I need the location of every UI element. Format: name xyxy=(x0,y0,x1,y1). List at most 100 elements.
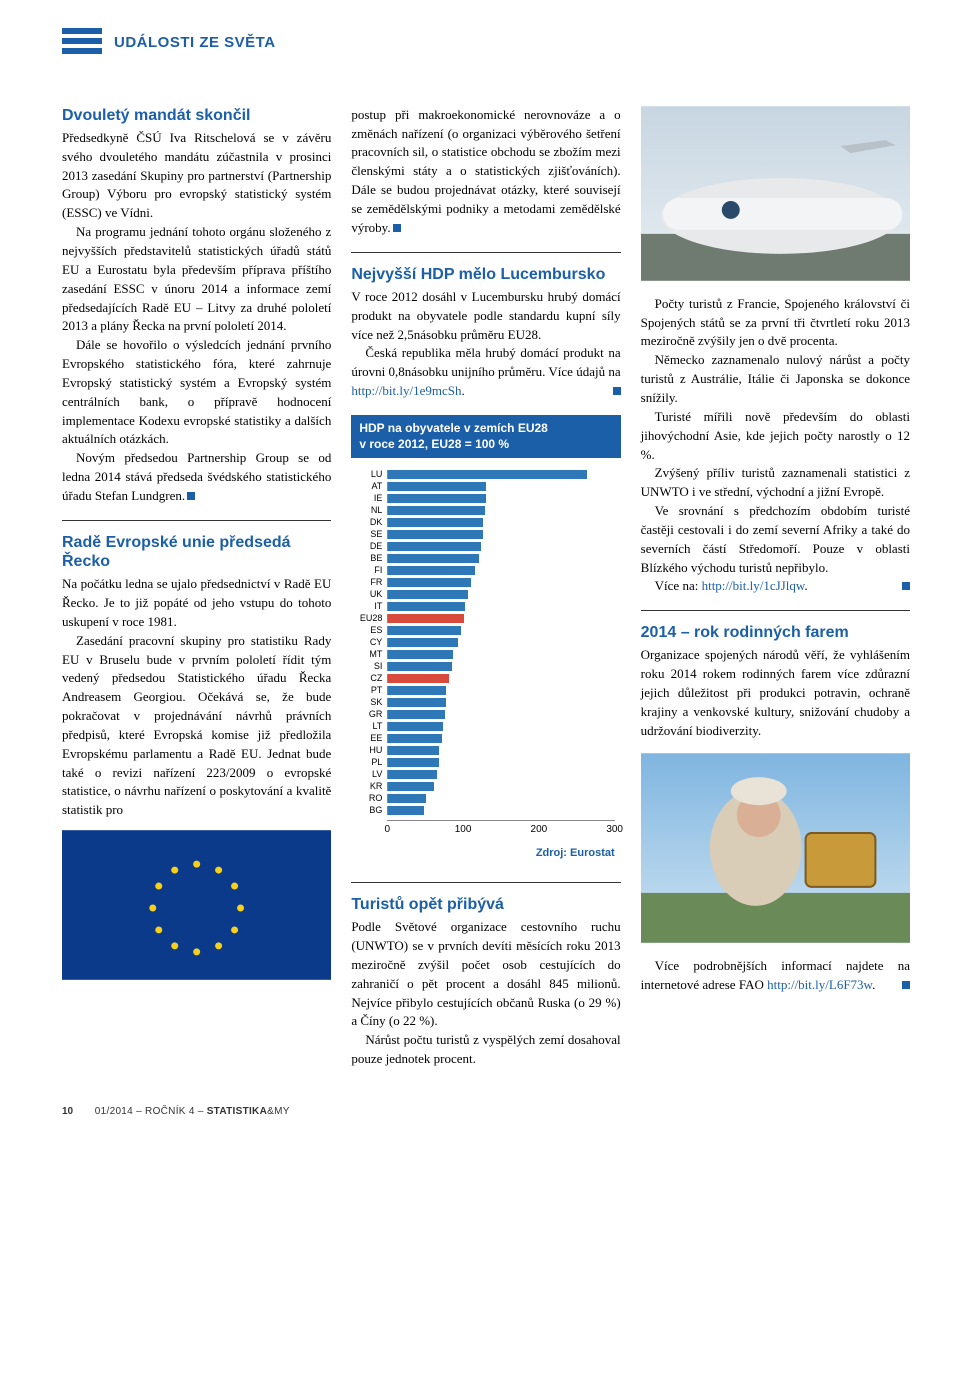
chart-tick-label: 0 xyxy=(385,823,391,838)
chart-bar xyxy=(388,638,457,647)
chart-bar-track xyxy=(387,758,614,767)
airport-image xyxy=(641,106,910,281)
article-body: V roce 2012 dosáhl v Lucembursku hrubý d… xyxy=(351,288,620,401)
chart-row: BG xyxy=(357,804,614,816)
chart-bar xyxy=(388,626,460,635)
chart-row: UK xyxy=(357,588,614,600)
article-body: Na počátku ledna se ujalo předsednictví … xyxy=(62,575,331,820)
chart-bar-track xyxy=(387,482,614,491)
chart-bar xyxy=(388,566,475,575)
chart-bar xyxy=(388,686,445,695)
chart-tick-label: 300 xyxy=(606,823,623,838)
chart-bar xyxy=(388,614,463,623)
chart-bar xyxy=(388,782,434,791)
chart-bar-track xyxy=(387,602,614,611)
chart-bar xyxy=(388,806,423,815)
chart-bar xyxy=(388,542,481,551)
article-text: . xyxy=(804,578,807,593)
article-text: Německo zaznamenalo nulový nárůst a počt… xyxy=(641,352,910,405)
article-body: Organizace spojených národů věří, že vyh… xyxy=(641,646,910,740)
footer-magazine-suffix: &MY xyxy=(267,1106,290,1117)
chart-bar-track xyxy=(387,674,614,683)
section-label: UDÁLOSTI ZE SVĚTA xyxy=(114,28,910,54)
chart-bar-track xyxy=(387,518,614,527)
chart-bar-track xyxy=(387,506,614,515)
chart-row: LT xyxy=(357,720,614,732)
chart-bar-track xyxy=(387,554,614,563)
chart-bar-track xyxy=(387,530,614,539)
article-text: Zasedání pracovní skupiny pro statistiku… xyxy=(62,633,331,818)
page-footer: 10 01/2014 – ROČNÍK 4 – STATISTIKA&MY xyxy=(62,1105,910,1120)
chart-row-label: BG xyxy=(357,804,387,817)
article-link[interactable]: http://bit.ly/1cJJlqw xyxy=(702,578,805,593)
chart-row: DE xyxy=(357,540,614,552)
article-body: Předsedkyně ČSÚ Iva Ritschelová se v záv… xyxy=(62,129,331,506)
chart-row: KR xyxy=(357,780,614,792)
eu-flag-image xyxy=(62,830,331,980)
chart-bar-track xyxy=(387,590,614,599)
article-separator xyxy=(351,882,620,883)
chart-row: AT xyxy=(357,480,614,492)
chart-bar xyxy=(388,674,449,683)
chart-row: MT xyxy=(357,648,614,660)
chart-rows: LUATIENLDKSEDEBEFIFRUKITEU28ESCYMTSICZPT… xyxy=(357,468,614,816)
chart-bar xyxy=(388,554,479,563)
chart-title: HDP na obyvatele v zemích EU28 v roce 20… xyxy=(351,415,620,458)
chart-row: RO xyxy=(357,792,614,804)
chart-bar-track xyxy=(387,698,614,707)
chart-bar-track xyxy=(387,626,614,635)
chart-bar xyxy=(388,530,483,539)
chart-x-axis: 0100200300 xyxy=(357,820,614,834)
chart-tick-label: 200 xyxy=(531,823,548,838)
chart-bar xyxy=(388,710,445,719)
chart-axis-labels: 0100200300 xyxy=(387,820,614,834)
header-stripes-icon xyxy=(62,28,102,58)
chart-row: PT xyxy=(357,684,614,696)
chart-bar-track xyxy=(387,614,614,623)
chart-row: ES xyxy=(357,624,614,636)
article-text: Na počátku ledna se ujalo předsednictví … xyxy=(62,576,331,629)
chart-bar xyxy=(388,590,468,599)
article-text: Organizace spojených národů věří, že vyh… xyxy=(641,647,910,737)
article-text: Na programu jednání tohoto orgánu složen… xyxy=(62,224,331,333)
chart-row: CZ xyxy=(357,672,614,684)
chart-row: FI xyxy=(357,564,614,576)
chart-row: FR xyxy=(357,576,614,588)
article-link[interactable]: http://bit.ly/L6F73w xyxy=(767,977,872,992)
chart-title-line: HDP na obyvatele v zemích EU28 xyxy=(359,421,612,437)
chart-row: BE xyxy=(357,552,614,564)
article-link[interactable]: http://bit.ly/1e9mcSh xyxy=(351,383,461,398)
chart-bar-track xyxy=(387,734,614,743)
article-text: Počty turistů z Francie, Spojeného králo… xyxy=(641,296,910,349)
chart-tick-label: 100 xyxy=(455,823,472,838)
page-number: 10 xyxy=(62,1105,92,1120)
gdp-chart: HDP na obyvatele v zemích EU28 v roce 20… xyxy=(351,415,620,868)
chart-bar xyxy=(388,518,483,527)
chart-bar xyxy=(388,722,442,731)
chart-bar-track xyxy=(387,650,614,659)
chart-row: IT xyxy=(357,600,614,612)
chart-bar xyxy=(388,758,439,767)
chart-bar xyxy=(388,506,485,515)
chart-bar xyxy=(388,602,464,611)
chart-bar xyxy=(388,662,451,671)
chart-title-line: v roce 2012, EU28 = 100 % xyxy=(359,437,612,453)
chart-row: DK xyxy=(357,516,614,528)
article-text: Dále se hovořilo o výsledcích jednání pr… xyxy=(62,337,331,446)
chart-bar xyxy=(388,734,442,743)
chart-row: CY xyxy=(357,636,614,648)
chart-bar xyxy=(388,794,426,803)
article-separator xyxy=(62,520,331,521)
chart-row: NL xyxy=(357,504,614,516)
chart-bar-track xyxy=(387,794,614,803)
article-text: . xyxy=(872,977,875,992)
article-separator xyxy=(641,610,910,611)
article-text: Česká republika měla hrubý domácí produk… xyxy=(351,345,620,379)
article-body: Podle Světové organizace cestovního ruch… xyxy=(351,918,620,1069)
chart-bar xyxy=(388,770,436,779)
chart-row: EU28 xyxy=(357,612,614,624)
column-2: postup při makroekonomické nerovnováze a… xyxy=(351,106,620,1069)
end-marker-icon xyxy=(902,981,910,989)
column-3: Počty turistů z Francie, Spojeného králo… xyxy=(641,106,910,1069)
article-text: Podle Světové organizace cestovního ruch… xyxy=(351,919,620,1028)
